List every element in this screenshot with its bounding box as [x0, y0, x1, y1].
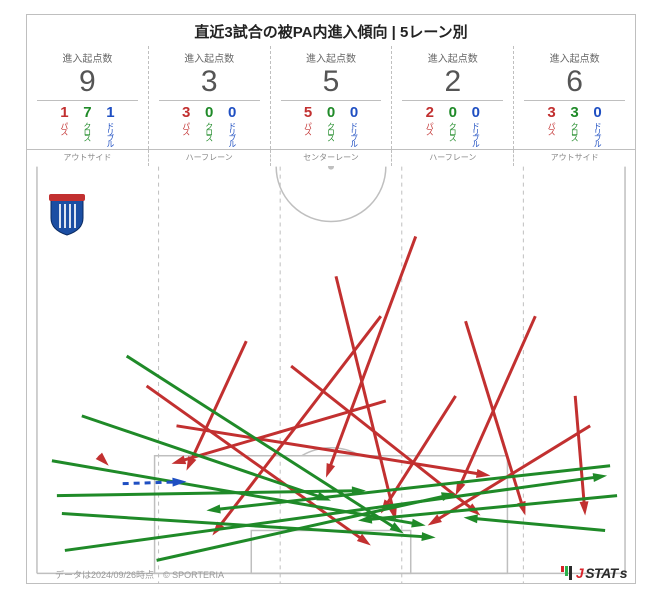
arrow-pass [329, 236, 416, 469]
lane-name: アウトサイド [27, 150, 148, 166]
bd-item-pass: 1パス [59, 105, 70, 146]
stat-total: 2 [402, 65, 503, 101]
lane-stat: 進入起点数2 2パス 0クロス 0ドリブル [391, 46, 513, 149]
pitch-svg [27, 166, 635, 584]
jstats-bars [561, 566, 572, 580]
bd-item-dribble: 1ドリブル [105, 105, 116, 146]
lane-name: アウトサイド [513, 150, 635, 166]
arrow-dribble [123, 482, 178, 484]
lane-stat: 進入起点数5 5パス 0クロス 0ドリブル [270, 46, 392, 149]
badge-banner [49, 194, 85, 201]
bd-item-cross: 0クロス [325, 105, 336, 146]
lane-stat: 進入起点数3 3パス 0クロス 0ドリブル [148, 46, 270, 149]
badge-stripe [69, 204, 71, 228]
arrow-head [593, 473, 607, 482]
lane-names-row: アウトサイドハーフレーンセンターレーンハーフレーンアウトサイド [27, 150, 635, 166]
stat-label: 進入起点数 [151, 50, 268, 65]
bd-item-dribble: 0ドリブル [592, 105, 603, 146]
center-arc [276, 167, 386, 222]
stat-label: 進入起点数 [394, 50, 511, 65]
chart-footer: データは2024/09/26時点 © SPORTERIA J STATs [27, 565, 635, 581]
pitch-area [27, 166, 635, 584]
chart-title: 直近3試合の被PA内進入傾向 | 5レーン別 [27, 15, 635, 46]
stat-total: 5 [281, 65, 382, 101]
arrow-head [411, 519, 426, 528]
arrow-pass [336, 276, 394, 512]
bar-2 [565, 566, 568, 576]
stat-breakdown: 1パス 7クロス 1ドリブル [29, 105, 146, 146]
arrow-head [206, 505, 220, 514]
bd-item-cross: 0クロス [204, 105, 215, 146]
stat-label: 進入起点数 [273, 50, 390, 65]
lane-stat: 進入起点数9 1パス 7クロス 1ドリブル [27, 46, 148, 149]
bd-item-pass: 3パス [546, 105, 557, 146]
lane-name: ハーフレーン [391, 150, 513, 166]
badge-stripe [64, 204, 66, 228]
bd-item-pass: 2パス [424, 105, 435, 146]
arrow-head [172, 455, 187, 464]
arrow-pass [291, 366, 474, 510]
arrow-head [421, 532, 435, 541]
stat-total: 6 [524, 65, 625, 101]
jstats-text-1: STAT [585, 565, 617, 581]
bd-item-cross: 0クロス [447, 105, 458, 146]
jstats-text-2: s [620, 565, 627, 581]
team-badge [47, 192, 87, 236]
arrow-pass [575, 396, 584, 507]
stat-breakdown: 5パス 0クロス 0ドリブル [273, 105, 390, 146]
badge-stripe [74, 204, 76, 228]
arrow-head [464, 514, 478, 523]
bar-3 [569, 566, 572, 580]
stat-label: 進入起点数 [29, 50, 146, 65]
stat-breakdown: 3パス 3クロス 0ドリブル [516, 105, 633, 146]
lane-stat: 進入起点数6 3パス 3クロス 0ドリブル [513, 46, 635, 149]
lane-stats-row: 進入起点数91パス7クロス1ドリブル進入起点数33パス0クロス0ドリブル進入起点… [27, 46, 635, 150]
bd-item-pass: 5パス [302, 105, 313, 146]
lane-name: ハーフレーン [148, 150, 270, 166]
center-spot [328, 166, 334, 170]
bar-1 [561, 566, 564, 572]
stat-total: 3 [159, 65, 260, 101]
badge-shield [51, 198, 83, 235]
stat-breakdown: 2パス 0クロス 0ドリブル [394, 105, 511, 146]
arrow-head [96, 453, 109, 466]
lane-name: センターレーン [270, 150, 392, 166]
jstats-j: J [576, 565, 583, 581]
bd-item-pass: 3パス [181, 105, 192, 146]
arrow-head [326, 463, 335, 478]
bd-item-cross: 3クロス [569, 105, 580, 146]
arrow-head [580, 501, 589, 515]
stat-label: 進入起点数 [516, 50, 633, 65]
footer-text: データは2024/09/26時点 © SPORTERIA [55, 568, 224, 581]
arrow-head [172, 478, 186, 487]
arrow-head [428, 514, 442, 525]
stat-breakdown: 3パス 0クロス 0ドリブル [151, 105, 268, 146]
bd-item-dribble: 0ドリブル [348, 105, 359, 146]
stat-total: 9 [37, 65, 138, 101]
bd-item-dribble: 0ドリブル [470, 105, 481, 146]
badge-stripe [59, 204, 61, 228]
jstats-logo: J STATs [561, 565, 627, 581]
arrow-cross [366, 496, 617, 520]
arrow-cross [472, 518, 605, 530]
bd-item-dribble: 0ドリブル [227, 105, 238, 146]
arrow-head [476, 469, 490, 478]
chart-container: 直近3試合の被PA内進入傾向 | 5レーン別 進入起点数91パス7クロス1ドリブ… [26, 14, 636, 584]
bd-item-cross: 7クロス [82, 105, 93, 146]
